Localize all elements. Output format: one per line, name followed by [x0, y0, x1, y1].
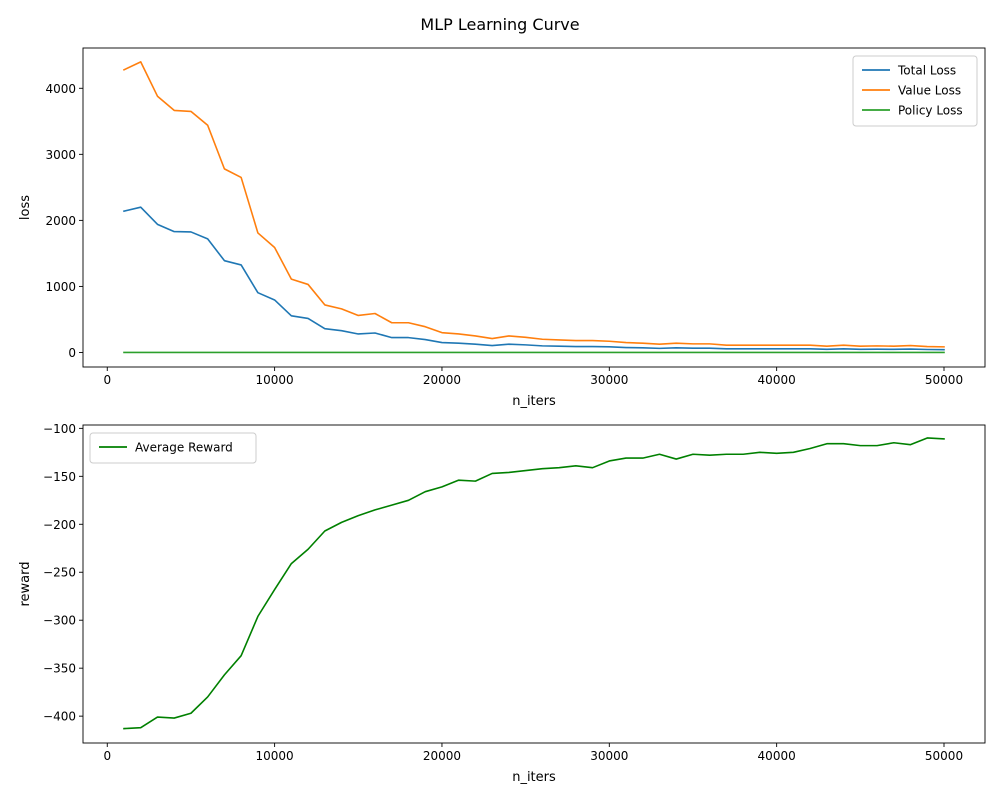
reward-y-tick-label: −300 [43, 614, 76, 628]
loss-x-tick-label: 20000 [423, 373, 461, 387]
loss-legend-label-total-loss: Total Loss [897, 64, 956, 78]
loss-series-line-total-loss [123, 206, 945, 351]
loss-legend: Total Loss Value Loss Policy Loss [852, 55, 978, 127]
reward-series-line-average-reward [123, 437, 945, 730]
loss-x-axis-label: n_iters [512, 394, 556, 409]
reward-x-tick-label: 50000 [925, 749, 963, 763]
loss-legend-label-policy-loss: Policy Loss [898, 104, 963, 118]
loss-axes-frame [82, 47, 986, 368]
reward-legend-box [89, 432, 257, 464]
reward-y-tick-label: −400 [43, 710, 76, 724]
loss-x-tick-label: 30000 [590, 373, 628, 387]
reward-x-axis-label: n_iters [512, 770, 556, 785]
loss-chart: 0 10000 20000 30000 40000 50000 0 1000 2000 3000 4… [18, 47, 986, 409]
reward-axes-frame [82, 424, 986, 744]
reward-y-tick-label: −250 [43, 566, 76, 580]
reward-y-tick-label: −150 [43, 470, 76, 484]
reward-x-tick-label: 30000 [590, 749, 628, 763]
loss-x-tick-label: 40000 [758, 373, 796, 387]
reward-x-tick-label: 0 [103, 749, 111, 763]
loss-x-tick-label: 50000 [925, 373, 963, 387]
loss-y-tick-label: 4000 [45, 82, 76, 96]
figure-title: MLP Learning Curve [420, 15, 579, 34]
loss-y-tick-label: 3000 [45, 148, 76, 162]
reward-y-tick-label: −350 [43, 662, 76, 676]
reward-y-tick-label: −100 [43, 422, 76, 436]
reward-chart: 0 10000 20000 30000 40000 50000 −400 −350 −300 −2… [18, 422, 986, 785]
loss-y-tick-label: 1000 [45, 280, 76, 294]
loss-y-tick-label: 2000 [45, 214, 76, 228]
reward-legend-label-average-reward: Average Reward [135, 441, 233, 455]
loss-x-tick-label: 0 [103, 373, 111, 387]
reward-x-tick-label: 10000 [256, 749, 294, 763]
reward-x-tick-label: 20000 [423, 749, 461, 763]
loss-y-axis-label: loss [18, 195, 33, 220]
reward-y-axis-label: reward [18, 561, 33, 606]
reward-y-tick-label: −200 [43, 518, 76, 532]
loss-series-line-value-loss [122, 61, 945, 348]
loss-legend-box [852, 55, 978, 127]
reward-x-tick-label: 40000 [758, 749, 796, 763]
loss-x-tick-label: 10000 [256, 373, 294, 387]
reward-legend: Average Reward [89, 432, 257, 464]
loss-y-tick-label: 0 [68, 346, 76, 360]
loss-legend-label-value-loss: Value Loss [898, 84, 961, 98]
